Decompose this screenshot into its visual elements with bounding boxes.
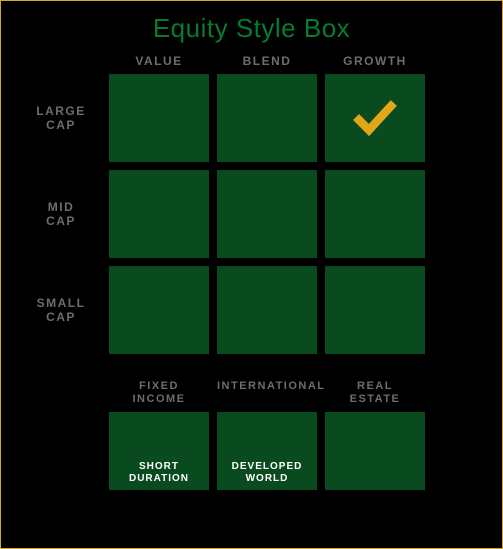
- cell-international: DEVELOPED WORLD: [217, 412, 317, 490]
- cell-footnote: DEVELOPED WORLD: [217, 461, 317, 484]
- check-icon: [351, 94, 399, 142]
- title: Equity Style Box: [21, 13, 482, 44]
- row-label-text: CAP: [46, 214, 76, 228]
- col-header-growth: GROWTH: [325, 54, 425, 74]
- col-header-value: VALUE: [109, 54, 209, 74]
- row-label-text: CAP: [46, 118, 76, 132]
- secondary-col-headers: FIXED INCOME INTERNATIONAL REAL ESTATE: [109, 380, 482, 412]
- cell-real-estate: [325, 412, 425, 490]
- footnote-text: DURATION: [129, 473, 189, 484]
- style-box-grid: VALUE BLEND GROWTH LARGE CAP: [21, 54, 482, 362]
- col-header-text: FIXED: [139, 380, 179, 392]
- col-header-real-estate: REAL ESTATE: [325, 380, 425, 412]
- col-header-text: INTERNATIONAL: [217, 380, 326, 392]
- cell-small-growth: [325, 266, 425, 354]
- col-header-text: ESTATE: [350, 393, 401, 405]
- style-box-col-headers: VALUE BLEND GROWTH: [109, 54, 482, 74]
- footnote-text: DEVELOPED: [232, 461, 303, 472]
- cell-large-value: [109, 74, 209, 162]
- equity-style-box-frame: Equity Style Box VALUE BLEND GROWTH LARG…: [0, 0, 503, 549]
- col-header-text: REAL: [357, 380, 393, 392]
- secondary-row: SHORT DURATION DEVELOPED WORLD: [21, 412, 482, 490]
- row-label-text: CAP: [46, 310, 76, 324]
- col-header-fixed-income: FIXED INCOME: [109, 380, 209, 412]
- style-box-row-mid: MID CAP: [21, 170, 482, 258]
- cell-small-blend: [217, 266, 317, 354]
- row-label-text: MID: [48, 200, 75, 214]
- cell-mid-value: [109, 170, 209, 258]
- cell-large-blend: [217, 74, 317, 162]
- cell-mid-blend: [217, 170, 317, 258]
- secondary-grid: FIXED INCOME INTERNATIONAL REAL ESTATE S…: [21, 380, 482, 498]
- cell-large-growth: [325, 74, 425, 162]
- row-label-mid: MID CAP: [21, 200, 109, 229]
- row-label-text: SMALL: [37, 296, 86, 310]
- row-label-large: LARGE CAP: [21, 104, 109, 133]
- style-box-row-small: SMALL CAP: [21, 266, 482, 354]
- cell-mid-growth: [325, 170, 425, 258]
- col-header-blend: BLEND: [217, 54, 317, 74]
- row-label-small: SMALL CAP: [21, 296, 109, 325]
- cell-footnote: SHORT DURATION: [109, 461, 209, 484]
- style-box-row-large: LARGE CAP: [21, 74, 482, 162]
- style-box-rows: LARGE CAP MID CAP: [21, 74, 482, 362]
- footnote-text: WORLD: [246, 473, 289, 484]
- secondary-rows: SHORT DURATION DEVELOPED WORLD: [21, 412, 482, 498]
- cell-small-value: [109, 266, 209, 354]
- col-header-text: INCOME: [133, 393, 186, 405]
- row-label-text: LARGE: [36, 104, 86, 118]
- col-header-international: INTERNATIONAL: [217, 380, 317, 412]
- cell-fixed-income: SHORT DURATION: [109, 412, 209, 490]
- footnote-text: SHORT: [139, 461, 179, 472]
